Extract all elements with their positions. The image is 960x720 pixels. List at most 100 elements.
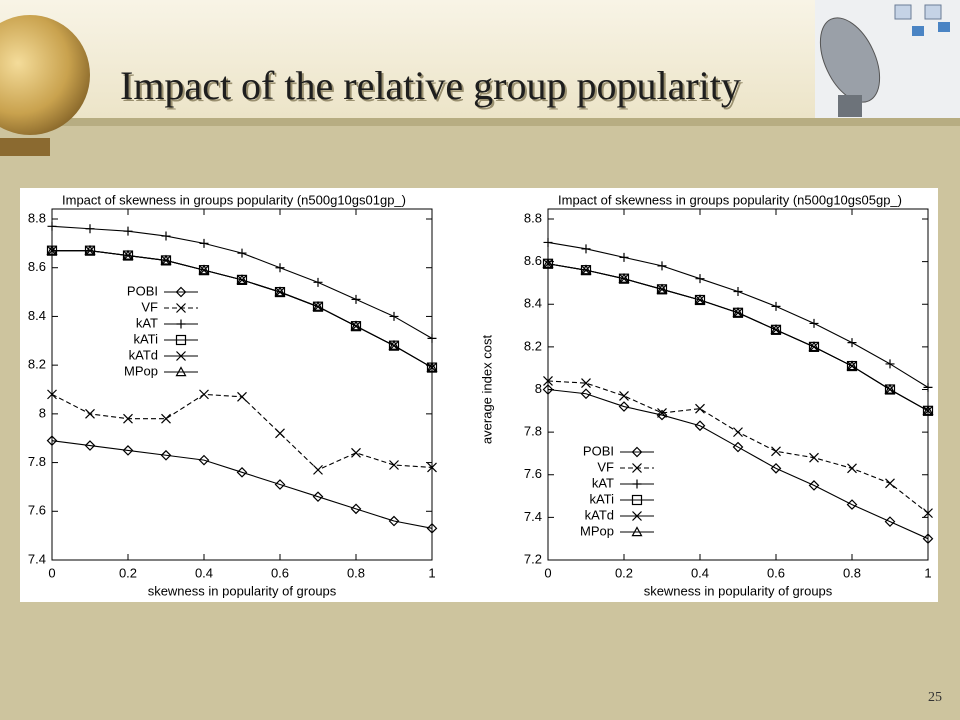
x-tick-label: 0	[544, 565, 551, 580]
marker	[884, 383, 896, 394]
marker	[389, 311, 399, 321]
marker	[543, 237, 553, 247]
marker	[770, 463, 782, 474]
y-tick-label: 7.6	[524, 466, 542, 481]
globe-icon	[0, 15, 90, 156]
marker	[619, 252, 629, 262]
marker	[427, 462, 437, 473]
series-line	[547, 388, 929, 540]
marker	[274, 286, 286, 297]
marker	[123, 226, 133, 236]
x-tick-label: 0	[48, 565, 55, 580]
marker	[46, 435, 58, 446]
legend-marker	[632, 479, 642, 489]
marker	[426, 361, 438, 372]
marker	[122, 249, 134, 260]
marker	[543, 258, 553, 269]
marker	[160, 449, 172, 461]
y-tick-label: 8.2	[28, 357, 46, 372]
marker	[427, 333, 437, 343]
marker	[351, 294, 361, 304]
marker	[388, 339, 400, 350]
y-tick-label: 8.2	[524, 338, 542, 353]
y-tick-label: 8.8	[524, 210, 542, 225]
marker	[923, 508, 933, 519]
band-divider	[0, 118, 960, 126]
marker	[313, 464, 323, 475]
chart-title: Impact of skewness in groups popularity …	[558, 192, 902, 207]
marker	[542, 384, 554, 395]
marker	[884, 516, 896, 527]
marker	[351, 447, 361, 458]
marker	[619, 390, 629, 401]
satellite-icon	[815, 0, 960, 118]
marker	[388, 515, 400, 527]
legend-label: MPop	[580, 523, 614, 538]
legend-label: kATi	[133, 331, 158, 346]
marker	[885, 359, 895, 369]
legend-label: kATd	[129, 347, 158, 362]
marker	[47, 389, 57, 400]
marker	[85, 224, 95, 234]
marker	[350, 320, 362, 331]
legend-marker	[631, 494, 643, 506]
marker	[580, 264, 592, 275]
y-tick-label: 8.4	[524, 296, 542, 311]
marker	[313, 277, 323, 287]
legend-label: POBI	[583, 443, 614, 458]
marker	[695, 403, 705, 414]
series-line	[51, 440, 433, 529]
legend-label: VF	[141, 299, 158, 314]
marker	[198, 454, 210, 466]
y-tick-label: 8.4	[28, 308, 46, 323]
marker	[85, 408, 95, 419]
legend-marker	[631, 446, 643, 458]
marker	[809, 452, 819, 463]
legend-label: kATi	[589, 491, 614, 506]
y-tick-label: 8.6	[524, 253, 542, 268]
x-tick-label: 0.2	[615, 565, 633, 580]
marker	[275, 263, 285, 273]
marker	[846, 499, 858, 510]
legend-marker	[175, 286, 187, 298]
y-axis-label: average index cost	[479, 335, 494, 445]
y-tick-label: 7.2	[524, 551, 542, 566]
y-tick-label: 8	[39, 405, 46, 420]
marker	[198, 264, 210, 275]
x-axis-label: skewness in popularity of groups	[644, 583, 833, 598]
y-tick-label: 7.4	[524, 509, 542, 524]
marker	[581, 378, 591, 389]
x-tick-label: 0.2	[119, 565, 137, 580]
marker	[84, 244, 96, 255]
marker	[123, 413, 133, 424]
marker	[236, 274, 248, 285]
legend-label: kAT	[592, 475, 614, 490]
marker	[922, 405, 934, 416]
marker	[426, 522, 438, 534]
plot-frame	[51, 208, 433, 561]
marker	[160, 254, 172, 265]
marker	[312, 491, 324, 503]
marker	[237, 248, 247, 258]
x-tick-label: 0.8	[843, 565, 861, 580]
y-tick-label: 8.6	[28, 259, 46, 274]
page-number: 25	[928, 690, 942, 705]
series-line	[547, 263, 929, 412]
marker	[847, 338, 857, 348]
marker	[122, 445, 134, 456]
legend-marker	[176, 303, 186, 313]
legend-marker	[175, 334, 187, 346]
marker	[47, 221, 57, 231]
marker	[657, 261, 667, 271]
marker	[580, 388, 592, 400]
y-tick-label: 7.8	[524, 424, 542, 439]
legend-marker	[631, 526, 643, 537]
slide-title-shadow: Impact of the relative group popularity	[122, 65, 743, 110]
marker	[389, 460, 399, 470]
marker	[771, 446, 781, 457]
marker	[161, 231, 171, 241]
marker	[581, 244, 591, 254]
marker	[846, 360, 858, 371]
marker	[694, 420, 706, 432]
